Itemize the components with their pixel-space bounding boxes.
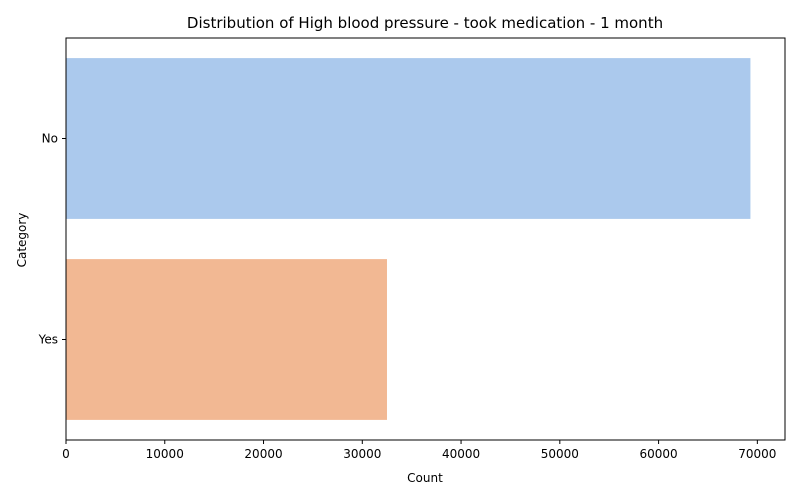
x-tick-label: 70000 bbox=[738, 447, 776, 461]
x-tick-label: 50000 bbox=[541, 447, 579, 461]
y-axis-label: Category bbox=[15, 213, 29, 268]
bar-yes bbox=[66, 259, 387, 420]
x-tick-label: 0 bbox=[62, 447, 70, 461]
chart-title: Distribution of High blood pressure - to… bbox=[187, 14, 663, 32]
x-tick-label: 20000 bbox=[244, 447, 282, 461]
plot-area: No Yes 0 10000 20000 30000 40000 50000 60000 7000… bbox=[38, 37, 786, 461]
y-tick-label: Yes bbox=[38, 333, 58, 347]
x-tick-label: 60000 bbox=[639, 447, 677, 461]
bar-no bbox=[66, 58, 751, 219]
x-tick-label: 40000 bbox=[442, 447, 480, 461]
axes-frame bbox=[65, 37, 786, 441]
x-tick-label: 10000 bbox=[146, 447, 184, 461]
x-axis-label: Count bbox=[407, 471, 443, 485]
y-tick-label: No bbox=[42, 132, 58, 146]
x-tick-label: 30000 bbox=[343, 447, 381, 461]
